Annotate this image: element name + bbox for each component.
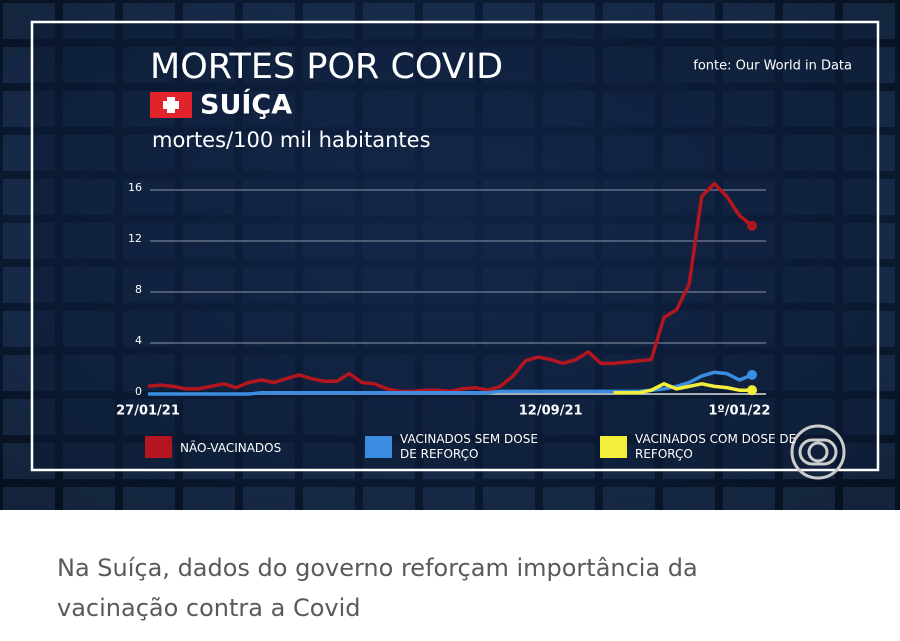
caption: Na Suíça, dados do governo reforçam impo…: [57, 554, 698, 622]
legend-label: NÃO-VACINADOS: [180, 441, 282, 455]
series-line: [613, 382, 752, 395]
chart-title: MORTES POR COVID: [150, 47, 503, 87]
y-tick-label: 8: [135, 283, 142, 296]
end-marker: [747, 385, 757, 396]
logo: [807, 441, 829, 463]
legend-label: VACINADOS COM DOSE DE REFORÇO: [635, 432, 797, 461]
y-tick-label: 0: [135, 385, 142, 398]
end-marker: [747, 220, 757, 231]
logo: [798, 438, 838, 466]
y-tick-label: 4: [135, 334, 142, 347]
chart: MORTES POR COVID SUÍÇA mortes/100 mil ha…: [0, 0, 900, 510]
x-tick-label: 27/01/21: [116, 404, 180, 419]
flag-cross: [163, 101, 179, 109]
legend-label: VACINADOS SEM DOSE DE REFORÇO: [400, 432, 538, 461]
legend-swatch: [365, 436, 392, 458]
legend-swatch: [600, 436, 627, 458]
y-tick-label: 12: [128, 232, 142, 245]
logo: [790, 424, 846, 480]
legend-swatch: [145, 436, 172, 458]
x-tick-label: 12/09/21: [519, 404, 583, 419]
source: fonte: Our World in Data: [693, 59, 852, 74]
x-tick-label: 1º/01/22: [708, 404, 770, 419]
end-marker: [747, 369, 757, 380]
country: SUÍÇA: [200, 89, 292, 121]
y-tick-label: 16: [128, 181, 142, 194]
subtitle: mortes/100 mil habitantes: [152, 128, 431, 152]
